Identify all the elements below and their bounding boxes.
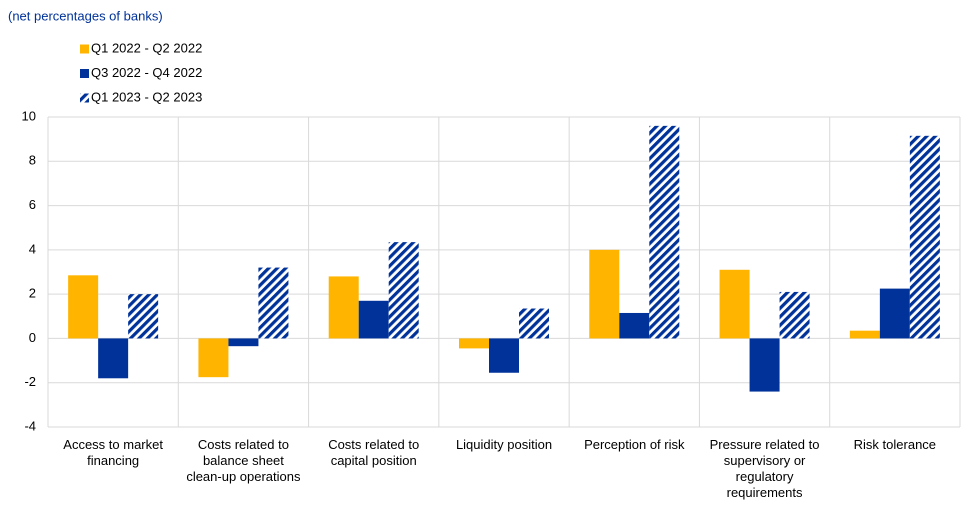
x-tick-label: Costs related to capital position [328,437,419,468]
legend-label: Q1 2023 - Q2 2023 [91,89,202,104]
x-tick-label: Liquidity position [456,437,552,452]
bar [519,308,549,339]
bar [849,330,880,339]
bar [619,312,650,339]
x-tick-label: Pressure related to supervisory or regulat… [710,437,820,500]
bar [128,294,159,339]
y-tick-label: -4 [24,418,36,433]
legend-swatch [80,44,89,54]
bar [68,275,99,339]
bar [358,300,389,339]
bar [98,338,129,379]
legend-label: Q3 2022 - Q4 2022 [91,65,202,80]
y-tick-label: 2 [29,286,36,301]
bar [489,338,519,373]
bar [749,338,780,392]
y-tick-label: 6 [29,197,36,212]
bar [719,269,750,339]
legend-label: Q1 2022 - Q2 2022 [91,40,202,55]
y-tick-label: 0 [29,330,36,345]
legend-swatch [80,93,89,103]
x-tick-label: Risk tolerance [854,437,936,452]
x-tick-label: Perception of risk [584,437,685,452]
x-tick-label: Costs related to balance sheet clean-up op… [186,437,301,484]
bar [388,242,419,339]
chart-subtitle: (net percentages of banks) [8,8,163,23]
bar [879,288,910,339]
bar [198,338,229,378]
bar [328,276,359,339]
y-tick-label: 10 [22,108,36,123]
y-tick-label: 8 [29,153,36,168]
legend-swatch [80,69,89,78]
x-tick-label: Access to market financing [63,437,163,468]
y-tick-label: -2 [24,374,36,389]
y-tick-label: 4 [29,241,36,256]
bar [909,135,940,339]
bar [589,249,620,339]
bar [649,125,680,339]
bar [779,291,810,339]
bar [228,338,259,347]
bar [258,267,289,339]
bar [459,338,489,349]
